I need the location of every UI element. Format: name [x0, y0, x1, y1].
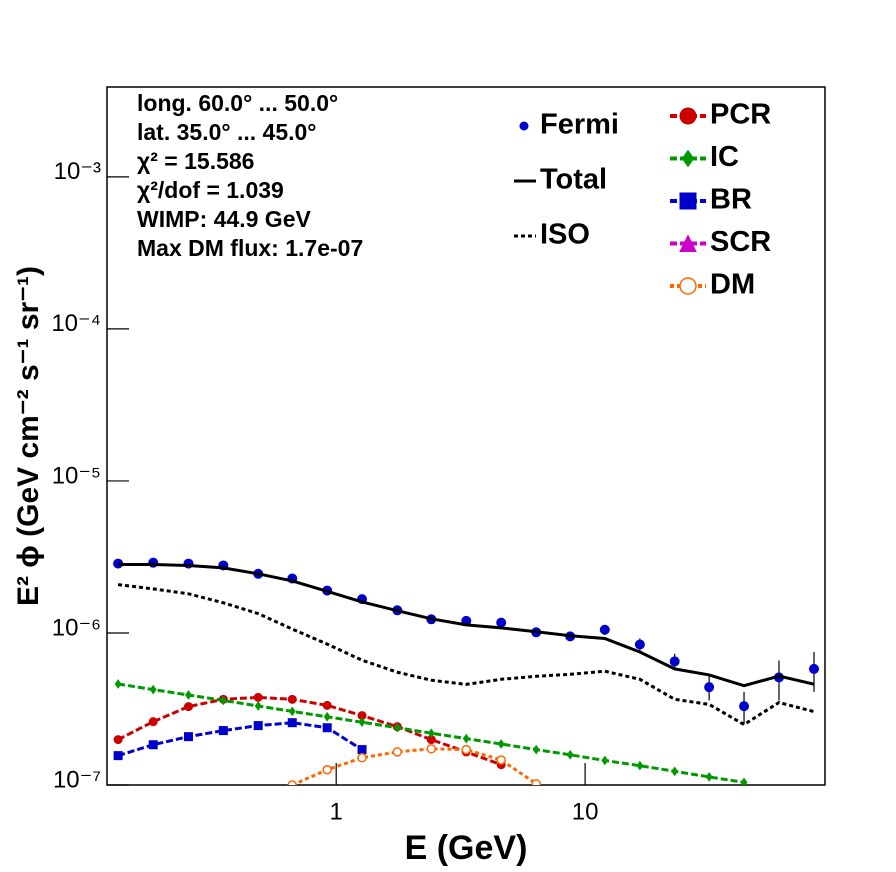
marker — [599, 624, 610, 635]
marker — [427, 728, 435, 739]
series-line — [118, 563, 815, 688]
marker — [462, 733, 470, 744]
series-line — [117, 695, 502, 767]
legend-label: SCR — [710, 226, 771, 258]
marker — [679, 107, 697, 125]
marker — [148, 717, 158, 727]
marker — [705, 772, 713, 782]
annotation: long. 60.0° ... 50.0° — [137, 90, 338, 116]
legend-label: DM — [710, 269, 755, 301]
marker — [566, 749, 574, 760]
legend-label: ISO — [540, 219, 590, 251]
marker — [185, 690, 192, 700]
marker — [288, 706, 296, 717]
y-tick-label: 10⁻³ — [54, 158, 101, 185]
marker — [740, 777, 748, 785]
marker — [287, 718, 297, 728]
marker — [254, 701, 262, 711]
series-line — [117, 583, 815, 727]
marker — [601, 755, 609, 766]
legend-label: IC — [710, 141, 739, 173]
marker — [219, 695, 227, 706]
y-axis-label: E² ϕ (GeV cm⁻² s⁻¹ sr⁻¹) — [12, 266, 45, 606]
annotation: Max DM flux: 1.7e-07 — [137, 235, 363, 261]
annotation: lat. 35.0° ... 45.0° — [137, 119, 317, 145]
x-axis-label: E (GeV) — [405, 829, 528, 867]
marker — [357, 745, 367, 755]
marker — [183, 732, 193, 742]
marker — [392, 747, 403, 757]
marker — [322, 764, 332, 775]
plot-frame — [106, 86, 826, 786]
marker — [531, 778, 541, 785]
marker — [357, 753, 367, 763]
marker — [218, 726, 228, 736]
legend-label: Total — [540, 164, 607, 196]
marker — [113, 751, 123, 761]
marker — [113, 735, 123, 745]
marker — [461, 744, 471, 755]
marker — [496, 755, 506, 765]
marker — [253, 721, 263, 731]
marker — [183, 702, 193, 712]
marker — [669, 656, 680, 667]
plot-area — [113, 557, 820, 785]
series-line — [291, 747, 538, 785]
x-tick-label: 10 — [572, 798, 599, 825]
marker — [426, 744, 437, 754]
marker — [671, 766, 679, 777]
series-line — [117, 721, 363, 758]
marker — [322, 723, 332, 733]
marker — [322, 700, 332, 710]
marker — [679, 277, 697, 295]
marker — [114, 679, 122, 689]
legend-label: BR — [710, 184, 752, 216]
y-tick-label: 10⁻⁷ — [53, 766, 101, 793]
marker — [519, 121, 529, 131]
marker — [148, 740, 158, 750]
annotation: χ² = 15.586 — [137, 148, 254, 174]
marker — [679, 234, 697, 252]
marker — [287, 780, 298, 785]
marker — [358, 717, 366, 728]
marker — [496, 617, 507, 628]
marker — [393, 722, 401, 733]
marker — [532, 744, 540, 755]
annotation: χ²/dof = 1.039 — [137, 177, 284, 203]
marker — [634, 639, 645, 650]
marker — [704, 682, 715, 693]
marker — [253, 692, 263, 702]
marker — [149, 684, 157, 695]
annotation: WIMP: 44.9 GeV — [137, 206, 311, 232]
marker — [809, 663, 820, 674]
marker — [636, 760, 644, 771]
legend-label: PCR — [710, 99, 771, 131]
marker — [681, 149, 695, 168]
marker — [497, 739, 505, 749]
marker — [739, 701, 750, 712]
legend-label: Fermi — [540, 109, 619, 141]
y-tick-label: 10⁻⁵ — [52, 462, 101, 489]
x-tick-label: 1 — [330, 798, 343, 825]
y-tick-label: 10⁻⁶ — [52, 614, 101, 641]
y-tick-label: 10⁻⁴ — [51, 310, 101, 337]
marker — [679, 192, 697, 210]
marker — [287, 694, 297, 704]
marker — [323, 711, 331, 722]
